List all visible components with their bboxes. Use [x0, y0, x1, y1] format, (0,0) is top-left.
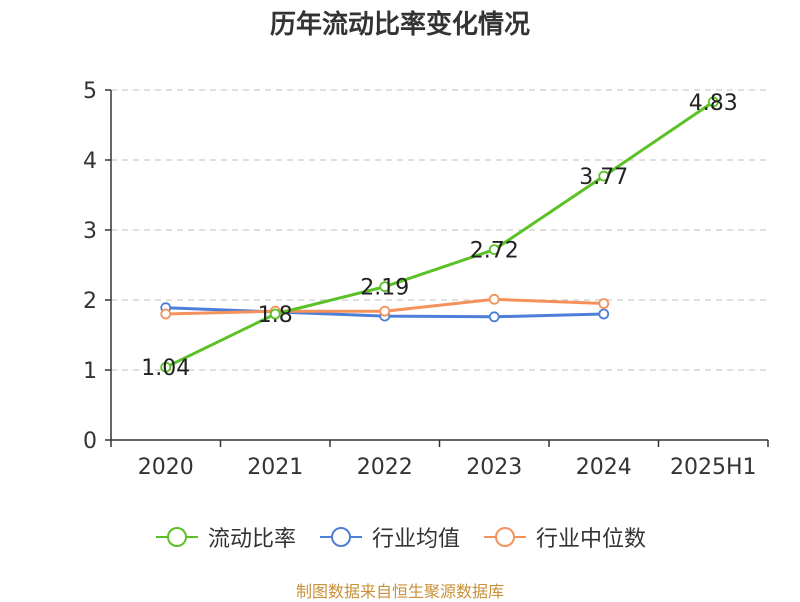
y-tick-label: 2 [83, 289, 97, 314]
data-label: 1.04 [141, 356, 190, 381]
series-line-0 [165, 100, 715, 369]
y-tick-label: 4 [83, 149, 97, 174]
y-tick-label: 1 [83, 359, 97, 384]
data-label: 2.72 [470, 239, 519, 264]
data-point-0 [160, 361, 172, 373]
x-tick-label: 2025H1 [670, 455, 757, 480]
data-point-1 [598, 308, 610, 320]
legend-label-current-ratio: 流动比率 [207, 527, 296, 552]
data-point-0 [707, 96, 719, 108]
data-point-2 [598, 298, 610, 309]
legend-item-industry-median[interactable]: 行业中位数 [482, 521, 646, 553]
data-point-0 [598, 170, 610, 182]
chart-legend: 流动比率 行业均值 行业中位数 [0, 520, 800, 554]
data-point-1 [488, 311, 500, 323]
legend-swatch-industry-mean [319, 527, 362, 547]
data-point-2 [379, 305, 391, 317]
y-tick-label: 5 [83, 79, 97, 104]
legend-label-industry-median: 行业中位数 [536, 527, 647, 552]
data-point-2 [160, 308, 172, 320]
x-tick-label: 2022 [357, 455, 413, 480]
x-tick-label: 2021 [247, 455, 303, 480]
data-label: 4.83 [689, 91, 738, 116]
chart-title: 历年流动比率变化情况 [269, 10, 530, 40]
data-source-note: 制图数据来自恒生聚源数据库 [295, 582, 504, 601]
data-label: 1.8 [258, 303, 293, 328]
data-label: 2.19 [360, 276, 409, 301]
data-point-0 [269, 308, 281, 320]
legend-swatch-industry-median [484, 527, 526, 547]
legend-label-industry-mean: 行业均值 [371, 527, 460, 552]
legend-swatch-current-ratio [155, 527, 198, 547]
legend-item-current-ratio[interactable]: 流动比率 [154, 521, 296, 553]
data-point-2 [488, 293, 500, 305]
y-tick-label: 0 [83, 429, 97, 454]
data-point-0 [488, 244, 500, 256]
x-tick-label: 2020 [138, 455, 194, 480]
data-point-0 [379, 281, 391, 293]
x-tick-label: 2023 [466, 455, 522, 480]
y-tick-label: 3 [83, 219, 97, 244]
x-tick-label: 2024 [576, 455, 632, 480]
data-label: 3.77 [579, 165, 628, 190]
legend-item-industry-mean[interactable]: 行业均值 [318, 521, 460, 553]
